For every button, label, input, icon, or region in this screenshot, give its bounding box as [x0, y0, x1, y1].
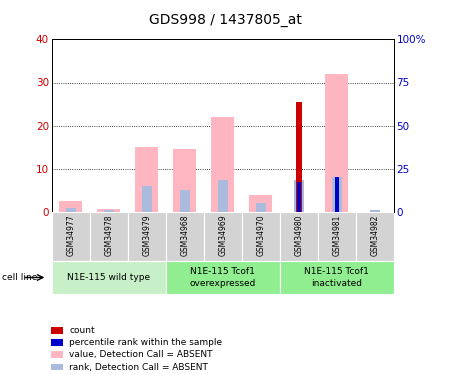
Text: percentile rank within the sample: percentile rank within the sample — [69, 338, 223, 347]
Text: GSM34978: GSM34978 — [104, 214, 113, 256]
Bar — [296, 102, 302, 212]
Bar — [204, 212, 242, 261]
Text: GSM34979: GSM34979 — [142, 214, 151, 256]
Bar — [166, 261, 280, 294]
Bar — [332, 177, 342, 212]
Bar — [59, 201, 82, 212]
Bar — [51, 339, 63, 346]
Text: GSM34969: GSM34969 — [218, 214, 227, 256]
Text: GDS998 / 1437805_at: GDS998 / 1437805_at — [148, 13, 302, 27]
Bar — [51, 364, 63, 370]
Bar — [280, 261, 394, 294]
Bar — [142, 186, 152, 212]
Text: GSM34980: GSM34980 — [294, 214, 303, 256]
Bar — [369, 210, 380, 212]
Bar — [242, 212, 280, 261]
Text: cell line: cell line — [2, 273, 38, 282]
Text: count: count — [69, 326, 95, 335]
Bar — [249, 195, 272, 212]
Bar — [52, 261, 166, 294]
Bar — [90, 212, 128, 261]
Bar — [173, 149, 196, 212]
Text: N1E-115 Tcof1
overexpressed: N1E-115 Tcof1 overexpressed — [189, 267, 256, 288]
Bar — [52, 212, 90, 261]
Text: value, Detection Call = ABSENT: value, Detection Call = ABSENT — [69, 350, 213, 359]
Bar — [280, 212, 318, 261]
Text: GSM34970: GSM34970 — [256, 214, 265, 256]
Text: GSM34977: GSM34977 — [66, 214, 75, 256]
Bar — [212, 117, 234, 212]
Bar — [66, 208, 76, 212]
Bar — [293, 180, 304, 212]
Bar — [318, 212, 356, 261]
Text: GSM34982: GSM34982 — [370, 214, 379, 256]
Bar — [180, 190, 190, 212]
Bar — [256, 203, 266, 212]
Bar — [135, 147, 158, 212]
Text: rank, Detection Call = ABSENT: rank, Detection Call = ABSENT — [69, 363, 208, 372]
Bar — [356, 212, 394, 261]
Text: GSM34981: GSM34981 — [332, 214, 341, 256]
Bar — [335, 177, 339, 212]
Bar — [166, 212, 204, 261]
Text: N1E-115 wild type: N1E-115 wild type — [67, 273, 150, 282]
Text: GSM34968: GSM34968 — [180, 214, 189, 256]
Bar — [51, 351, 63, 358]
Bar — [51, 327, 63, 334]
Bar — [97, 209, 120, 212]
Bar — [297, 182, 301, 212]
Bar — [128, 212, 166, 261]
Bar — [325, 74, 348, 212]
Bar — [218, 180, 228, 212]
Text: N1E-115 Tcof1
inactivated: N1E-115 Tcof1 inactivated — [304, 267, 369, 288]
Bar — [104, 210, 114, 212]
